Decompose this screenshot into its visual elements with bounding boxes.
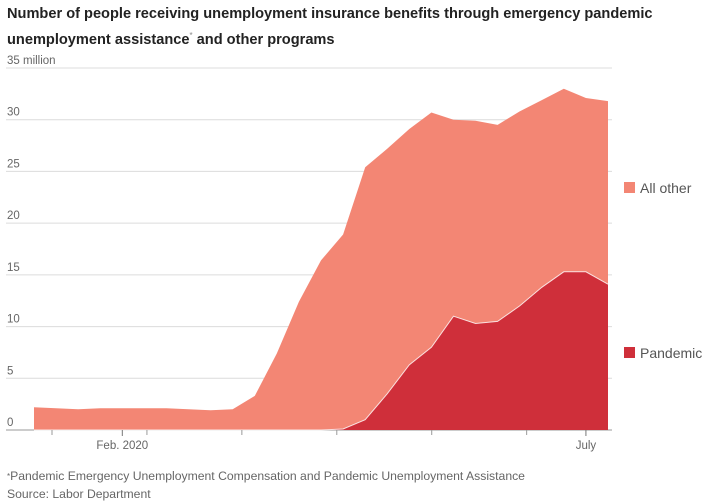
x-tick-label-july: July — [576, 440, 597, 452]
y-tick-label-20: 20 — [7, 210, 20, 222]
area-all-other — [34, 88, 608, 430]
legend-swatch-pandemic — [624, 347, 635, 358]
x-tick-label-feb-2020: Feb. 2020 — [96, 440, 148, 452]
y-tick-label-15: 15 — [7, 262, 20, 274]
y-axis-ticks: 0 5 10 15 20 25 30 35 million — [7, 55, 56, 429]
chart-title: Number of people receiving unemployment … — [7, 4, 707, 51]
footnote: *Pandemic Emergency Unemployment Compens… — [7, 468, 525, 485]
legend-swatch-all-other — [624, 182, 635, 193]
y-tick-label-10: 10 — [7, 314, 20, 326]
title-line-1: Number of people receiving unemployment … — [7, 6, 653, 22]
y-tick-label-35: 35 million — [7, 55, 56, 67]
y-tick-label-0: 0 — [7, 417, 13, 429]
title-asterisk: * — [189, 31, 193, 40]
area-boundary-line — [34, 271, 609, 431]
y-tick-label-5: 5 — [7, 365, 13, 377]
source-note: Source: Labor Department — [7, 487, 151, 501]
legend: All other Pandemic — [624, 180, 702, 361]
area-pandemic — [34, 271, 608, 430]
x-axis-ticks: Feb. 2020 July — [51, 430, 597, 452]
footnote-text: Pandemic Emergency Unemployment Compensa… — [10, 469, 525, 483]
y-tick-label-30: 30 — [7, 107, 20, 119]
footnote-asterisk: * — [7, 472, 11, 481]
area-layer — [34, 88, 609, 431]
title-line-2-end: and other programs — [192, 31, 335, 48]
legend-label-all-other: All other — [640, 180, 692, 196]
legend-label-pandemic: Pandemic — [640, 345, 702, 361]
title-line-2: unemployment assistance — [7, 31, 190, 48]
y-tick-label-25: 25 — [7, 158, 20, 170]
